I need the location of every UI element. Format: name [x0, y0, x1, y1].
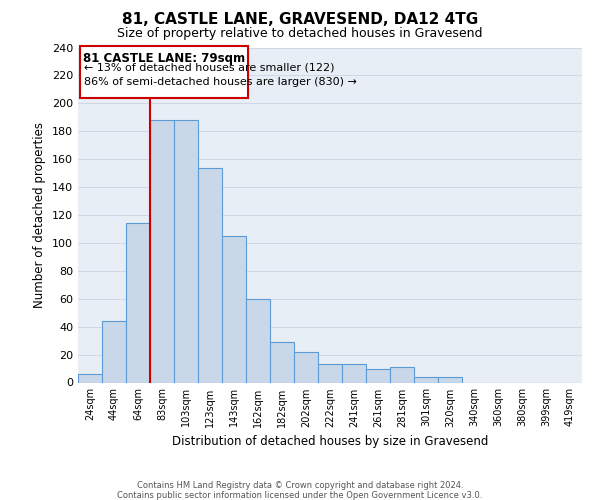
Text: Contains HM Land Registry data © Crown copyright and database right 2024.: Contains HM Land Registry data © Crown c… [137, 481, 463, 490]
Y-axis label: Number of detached properties: Number of detached properties [34, 122, 46, 308]
Bar [390, 367, 414, 382]
Bar [222, 236, 246, 382]
Text: ← 13% of detached houses are smaller (122): ← 13% of detached houses are smaller (12… [84, 63, 335, 73]
Bar [438, 377, 462, 382]
Bar [198, 168, 222, 382]
Bar [342, 364, 366, 382]
Text: 81 CASTLE LANE: 79sqm: 81 CASTLE LANE: 79sqm [83, 52, 245, 64]
X-axis label: Distribution of detached houses by size in Gravesend: Distribution of detached houses by size … [172, 435, 488, 448]
FancyBboxPatch shape [80, 46, 248, 98]
Bar [414, 377, 438, 382]
Text: Contains public sector information licensed under the Open Government Licence v3: Contains public sector information licen… [118, 491, 482, 500]
Bar [102, 321, 126, 382]
Bar [150, 120, 174, 382]
Bar [294, 352, 318, 382]
Bar [246, 298, 270, 382]
Bar [78, 374, 102, 382]
Text: Size of property relative to detached houses in Gravesend: Size of property relative to detached ho… [117, 28, 483, 40]
Text: 86% of semi-detached houses are larger (830) →: 86% of semi-detached houses are larger (… [84, 77, 357, 87]
Bar [174, 120, 198, 382]
Bar [366, 368, 390, 382]
Text: 81, CASTLE LANE, GRAVESEND, DA12 4TG: 81, CASTLE LANE, GRAVESEND, DA12 4TG [122, 12, 478, 28]
Bar [126, 224, 150, 382]
Bar [318, 364, 342, 382]
Bar [270, 342, 294, 382]
